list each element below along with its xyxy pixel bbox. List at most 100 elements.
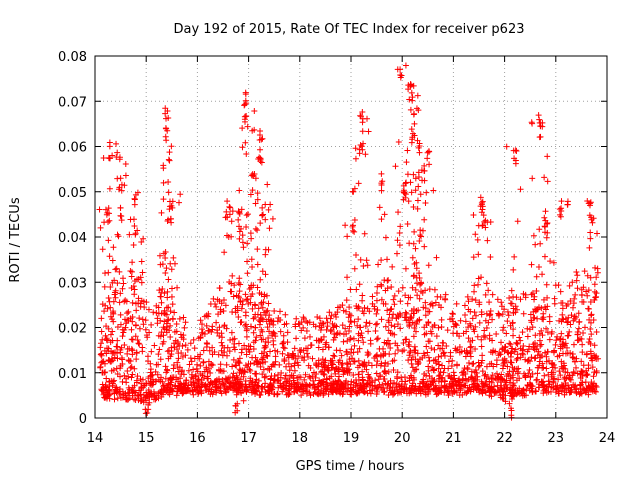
data-point (129, 371, 136, 378)
data-point (105, 325, 112, 332)
data-point (358, 143, 365, 150)
data-point (253, 334, 260, 341)
data-point (134, 227, 141, 234)
data-point (158, 329, 165, 336)
data-point (567, 297, 574, 304)
data-point (543, 281, 550, 288)
data-point (538, 341, 545, 348)
data-point (416, 237, 423, 244)
data-point (110, 318, 117, 325)
data-point (243, 346, 250, 353)
data-point (545, 388, 552, 395)
data-point (566, 282, 573, 289)
data-point (235, 313, 242, 320)
data-point (304, 345, 311, 352)
data-point (445, 387, 452, 394)
data-point (364, 262, 371, 269)
data-point (230, 382, 237, 389)
data-point (249, 187, 256, 194)
data-point (147, 360, 154, 367)
data-point (201, 330, 208, 337)
data-point (204, 341, 211, 348)
data-point (231, 374, 238, 381)
data-point (254, 284, 261, 291)
data-point (228, 329, 235, 336)
data-point (411, 343, 418, 350)
data-point (391, 379, 398, 386)
data-point (409, 254, 416, 261)
data-point (560, 336, 567, 343)
data-point (407, 106, 414, 113)
data-point (394, 375, 401, 382)
data-point (97, 344, 104, 351)
data-point (405, 198, 412, 205)
data-point (541, 253, 548, 260)
data-point (157, 378, 164, 385)
data-point (562, 340, 569, 347)
data-point (312, 323, 319, 330)
data-point (129, 318, 136, 325)
data-point (470, 326, 477, 333)
data-point (271, 308, 278, 315)
data-point (137, 376, 144, 383)
data-point (240, 397, 247, 404)
data-point (413, 366, 420, 373)
data-point (564, 332, 571, 339)
data-point (481, 372, 488, 379)
data-point (585, 287, 592, 294)
data-point (573, 355, 580, 362)
data-point (589, 219, 596, 226)
data-point (361, 304, 368, 311)
data-point (508, 345, 515, 352)
data-point (479, 357, 486, 364)
data-point (466, 320, 473, 327)
data-point (148, 382, 155, 389)
data-point (408, 81, 415, 88)
data-point (355, 337, 362, 344)
data-point (388, 305, 395, 312)
data-point (262, 271, 269, 278)
data-point (496, 349, 503, 356)
data-point (194, 361, 201, 368)
data-point (570, 341, 577, 348)
data-point (517, 345, 524, 352)
data-point (493, 361, 500, 368)
data-point (344, 337, 351, 344)
data-point (496, 311, 503, 318)
data-point (472, 345, 479, 352)
data-point (116, 299, 123, 306)
data-point (124, 396, 131, 403)
data-point (527, 381, 534, 388)
data-point (113, 265, 120, 272)
data-point (111, 377, 118, 384)
data-point (294, 380, 301, 387)
data-point (262, 373, 269, 380)
data-point (250, 346, 257, 352)
data-point (244, 240, 251, 247)
data-point (517, 186, 524, 193)
data-point (449, 310, 456, 317)
data-point (276, 361, 283, 368)
data-point (421, 243, 428, 250)
data-point (229, 363, 236, 370)
data-point (121, 341, 128, 348)
data-point (224, 352, 231, 359)
data-point (260, 211, 267, 218)
data-point (476, 362, 483, 369)
data-point (533, 377, 540, 384)
data-point (256, 290, 263, 297)
data-point (431, 346, 438, 353)
data-point (180, 336, 187, 343)
data-point (97, 224, 104, 231)
data-point (315, 337, 322, 344)
data-point (105, 294, 112, 301)
data-point (275, 371, 282, 378)
data-point (262, 312, 269, 319)
data-point (547, 258, 554, 265)
data-point (99, 388, 106, 395)
data-point (233, 292, 240, 299)
data-point (465, 324, 472, 331)
data-point (223, 208, 230, 215)
data-point (320, 333, 327, 340)
data-point (107, 339, 114, 346)
